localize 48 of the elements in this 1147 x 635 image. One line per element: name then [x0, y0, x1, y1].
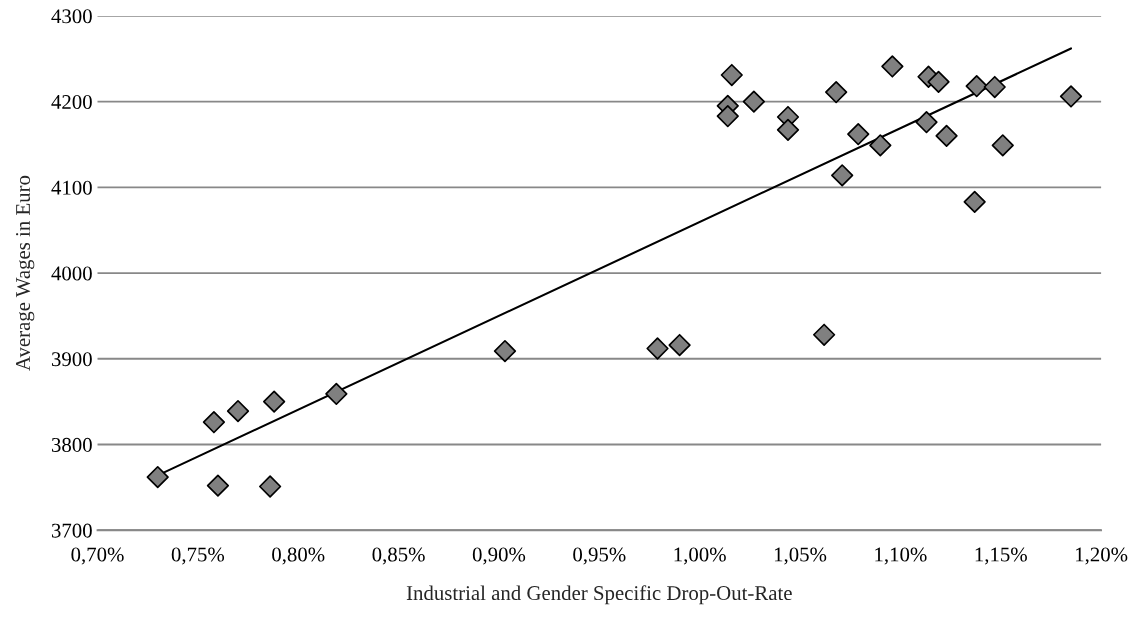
point [1059, 85, 1083, 108]
x-tick-label: 0,95% [573, 547, 626, 565]
point [202, 411, 226, 434]
point [146, 465, 169, 489]
point [983, 75, 1006, 99]
point [742, 90, 766, 113]
point [963, 190, 986, 214]
point [927, 70, 950, 94]
point [262, 390, 286, 413]
point [812, 323, 836, 346]
x-axis-title: Industrial and Gender Specific Drop-Out-Rate [406, 585, 792, 605]
point [915, 111, 938, 134]
x-tick-label: 1,00% [674, 547, 726, 565]
y-tick-label: 3700 [51, 523, 92, 538]
x-tick-label: 0,70% [71, 547, 124, 565]
point [226, 399, 250, 423]
point [935, 124, 958, 148]
point [965, 75, 988, 98]
x-tick-label: 1,10% [875, 547, 927, 565]
y-tick-label: 4000 [51, 266, 92, 281]
point [847, 123, 870, 146]
point [720, 63, 743, 87]
y-axis-title: Average Wages in Euro [16, 175, 35, 371]
point [325, 382, 348, 406]
y-tick-label: 4100 [51, 180, 92, 195]
y-tick-label: 4300 [51, 9, 92, 24]
point [668, 333, 691, 357]
x-tick-label: 1,05% [774, 547, 827, 565]
x-tick-label: 1,20% [1076, 547, 1128, 565]
x-tick-label: 0,90% [472, 547, 526, 565]
point [831, 164, 854, 187]
point [825, 81, 848, 104]
point [881, 55, 904, 78]
x-tick-label: 1,15% [975, 547, 1027, 565]
point [258, 475, 282, 498]
point [646, 337, 669, 360]
y-tick-label: 4200 [51, 94, 92, 110]
y-tick-label: 3800 [51, 437, 92, 452]
x-tick-label: 0,85% [372, 547, 425, 565]
y-tick-label: 3900 [51, 352, 92, 367]
point [493, 339, 517, 363]
point [869, 134, 892, 157]
point [716, 105, 739, 128]
point [991, 134, 1014, 157]
x-tick-label: 0,75% [171, 547, 225, 565]
x-tick-label: 0,80% [272, 547, 325, 565]
point [776, 118, 800, 142]
point [206, 474, 230, 497]
